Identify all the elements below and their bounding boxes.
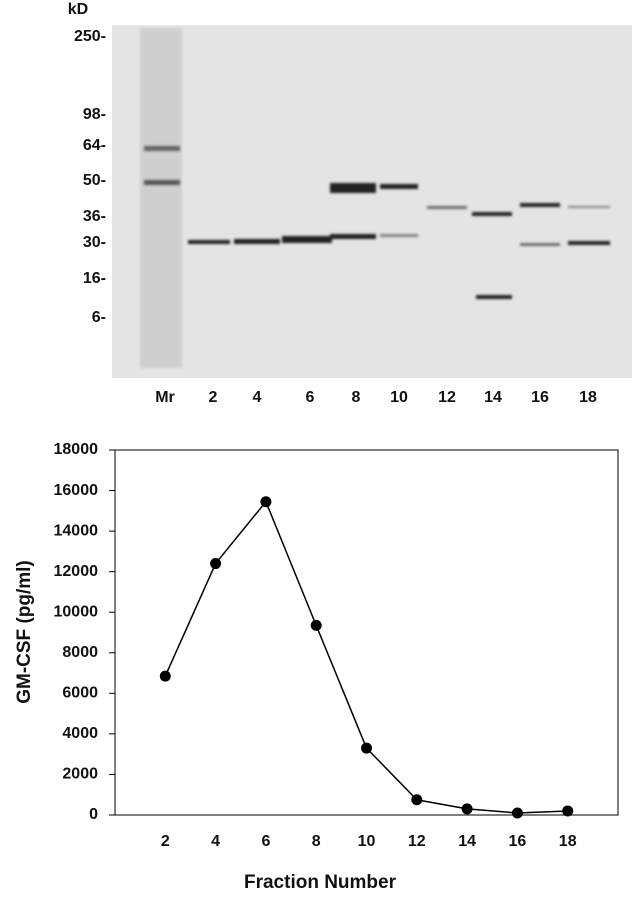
y-tick-label: 18000: [54, 441, 99, 458]
y-tick-label: 2000: [62, 766, 98, 783]
y-axis-title: GM-CSF (pg/ml): [14, 560, 35, 704]
lane-label: Mr: [155, 389, 175, 406]
x-tick-label: 2: [161, 833, 170, 850]
marker-label: 98-: [83, 106, 106, 123]
x-tick-label: 18: [559, 833, 577, 850]
data-point: [361, 742, 372, 754]
lane-label: 18: [579, 389, 597, 406]
y-tick-label: 4000: [62, 725, 98, 742]
marker-label: 16-: [83, 270, 106, 287]
data-point: [260, 496, 272, 508]
x-tick-label: 10: [358, 833, 376, 850]
data-point: [310, 619, 322, 631]
data-point: [210, 558, 222, 570]
y-tick-label: 14000: [54, 522, 99, 539]
y-tick-label: 12000: [54, 563, 99, 580]
x-tick-label: 8: [312, 833, 321, 850]
marker-label: 250-: [74, 28, 106, 45]
lane-label: 12: [438, 389, 456, 406]
x-tick-label: 12: [408, 833, 426, 850]
lane-label: 2: [209, 389, 218, 406]
marker-label: 64-: [83, 137, 106, 154]
lane-label: 8: [352, 389, 361, 406]
gel-image: [112, 25, 632, 378]
y-tick-label: 6000: [62, 685, 98, 702]
x-tick-label: 14: [458, 833, 476, 850]
unit-label: kD: [68, 1, 88, 18]
lane-label: 4: [253, 389, 262, 406]
y-tick-label: 10000: [54, 603, 99, 620]
x-tick-label: 6: [261, 833, 270, 850]
lane-label: 14: [484, 389, 502, 406]
data-point: [461, 803, 473, 815]
marker-label: 6-: [92, 309, 106, 326]
data-line: [164, 500, 568, 814]
y-tick-label: 8000: [62, 644, 98, 661]
data-point: [511, 807, 523, 819]
lane-label: 6: [306, 389, 315, 406]
lane-label: 10: [390, 389, 408, 406]
x-tick-label: 16: [509, 833, 527, 850]
y-tick-label: 0: [89, 806, 98, 823]
data-point: [411, 794, 423, 806]
y-tick-label: 16000: [54, 482, 99, 499]
plot-frame: [114, 449, 619, 816]
marker-label: 36-: [83, 208, 106, 225]
marker-label: 50-: [83, 172, 106, 189]
x-axis-title: Fraction Number: [244, 872, 397, 893]
marker-label: 30-: [83, 234, 106, 251]
x-tick-label: 4: [211, 833, 220, 850]
lane-label: 16: [531, 389, 549, 406]
data-point: [562, 805, 574, 817]
data-point: [159, 670, 171, 682]
